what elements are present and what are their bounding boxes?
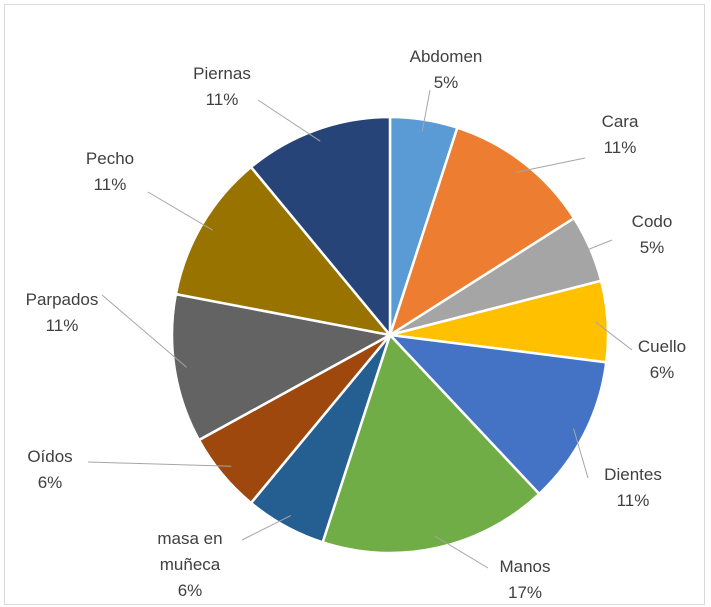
leader-line	[421, 89, 431, 132]
label-category: masa en muñeca	[157, 529, 223, 574]
leader-line	[257, 99, 321, 142]
pie-slice	[386, 333, 608, 496]
leader-line	[434, 535, 489, 569]
data-label: Parpados 11%	[26, 287, 99, 339]
label-value: 11%	[603, 138, 637, 157]
label-category: Codo	[631, 212, 673, 231]
label-value: 6%	[37, 473, 63, 492]
leader-line	[573, 428, 589, 479]
leader-line	[101, 294, 187, 368]
chart-frame	[4, 4, 705, 605]
leader-line	[516, 157, 586, 173]
pie-slice	[170, 292, 394, 442]
leader-line	[147, 191, 213, 231]
data-label: Cara 11%	[602, 109, 639, 161]
data-label: Oídos 6%	[27, 444, 72, 496]
leader-line	[578, 239, 613, 254]
leader-line	[595, 321, 633, 351]
leader-line	[241, 515, 291, 541]
data-label: Pecho 11%	[86, 146, 134, 198]
label-value: 6%	[649, 363, 675, 382]
label-value: 11%	[616, 491, 650, 510]
label-category: Cara	[601, 112, 639, 131]
label-value: 11%	[45, 316, 79, 335]
label-value: 5%	[639, 238, 665, 257]
data-label: Cuello 6%	[638, 334, 686, 386]
label-value: 17%	[507, 583, 543, 602]
label-category: Manos	[499, 557, 551, 576]
leader-line	[87, 461, 232, 467]
label-value: 11%	[93, 175, 127, 194]
pie-slice	[249, 115, 392, 339]
label-category: Abdomen	[409, 47, 483, 66]
data-label: Abdomen 5%	[410, 44, 483, 96]
label-category: Oídos	[27, 447, 73, 466]
label-category: Cuello	[637, 337, 687, 356]
data-label: Codo 5%	[632, 209, 673, 261]
data-label: masa en muñeca 6%	[135, 526, 245, 604]
data-label: Manos 17%	[499, 554, 550, 606]
label-value: 5%	[433, 73, 459, 92]
label-category: Pecho	[85, 149, 135, 168]
label-category: Piernas	[193, 64, 251, 83]
pie-slice	[387, 126, 576, 338]
label-value: 11%	[205, 90, 239, 109]
pie-slice	[321, 332, 541, 555]
label-value: 6%	[177, 581, 203, 600]
label-category: Dientes	[604, 465, 662, 484]
data-label: Dientes 11%	[604, 462, 662, 514]
data-label: Piernas 11%	[193, 61, 251, 113]
label-category: Parpados	[25, 290, 99, 309]
